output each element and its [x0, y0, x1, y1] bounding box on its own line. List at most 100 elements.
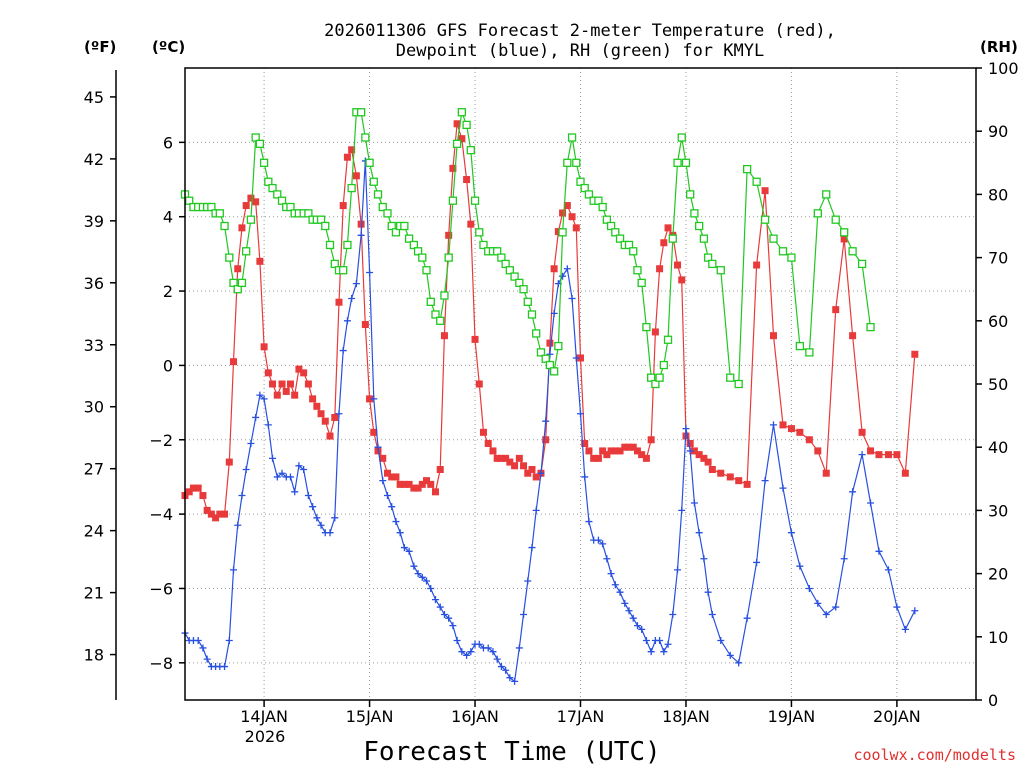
time-tick-label: 19JAN — [768, 707, 816, 726]
temperature-point — [326, 432, 334, 440]
temperature-point — [471, 335, 479, 343]
rh-point — [497, 253, 506, 262]
rh-point — [264, 177, 273, 186]
dewpoint-point — [260, 395, 268, 403]
temperature-point — [313, 402, 321, 410]
temperature-point — [559, 209, 567, 217]
dewpoint-point — [572, 354, 580, 362]
rh-tick-label: 70 — [988, 249, 1008, 268]
temperature-point — [651, 328, 659, 336]
temperature-point — [901, 469, 909, 477]
temperature-point — [858, 428, 866, 436]
rh-point — [663, 335, 673, 344]
temperature-point — [348, 146, 356, 154]
dewpoint-point — [463, 651, 471, 659]
dewpoint-point — [352, 280, 360, 288]
dewpoint-point — [735, 659, 743, 667]
temperature-point — [414, 484, 422, 492]
dewpoint-point — [726, 651, 734, 659]
temperature-point — [453, 120, 461, 128]
temperature-point — [423, 477, 431, 485]
rh-point — [866, 322, 875, 332]
dewpoint-point — [642, 637, 650, 645]
dewpoint-point — [388, 503, 396, 511]
rh-point — [527, 310, 537, 319]
fahrenheit-tick-label: 36 — [84, 274, 104, 293]
celsius-unit-label: (ºC) — [152, 38, 185, 56]
dewpoint-point — [695, 529, 703, 537]
dewpoint-point — [493, 655, 501, 663]
dewpoint-point — [273, 473, 281, 481]
rh-point — [726, 373, 735, 382]
rh-point — [795, 341, 805, 351]
rh-point — [655, 373, 664, 382]
dewpoint-point — [822, 610, 830, 618]
celsius-axis: 6 4 2 0 −2 −4 −6 −8 — [149, 133, 185, 673]
rh-point — [237, 278, 247, 288]
rh-point — [576, 177, 585, 186]
rh-point — [373, 190, 383, 199]
rh-point — [391, 228, 401, 237]
rh-tick-label: 10 — [988, 628, 1008, 647]
temperature-point — [563, 202, 571, 210]
dewpoint-point — [313, 514, 321, 522]
time-tick-label: 18JAN — [662, 707, 710, 726]
dewpoint-point — [708, 610, 716, 618]
rh-point — [637, 278, 646, 288]
temperature-point — [331, 413, 339, 421]
dewpoint-point — [225, 637, 233, 645]
dewpoint-point — [682, 425, 690, 433]
temperature-point — [674, 261, 682, 269]
temperature-point — [321, 417, 329, 425]
rh-point — [857, 259, 867, 269]
rh-point — [259, 158, 269, 167]
dewpoint-point — [700, 555, 708, 563]
time-tick-label: 17JAN — [557, 707, 605, 726]
temperature-point — [352, 172, 360, 180]
rh-point — [708, 259, 717, 269]
dewpoint-point — [221, 663, 229, 671]
rh-point — [558, 228, 567, 237]
temperature-point — [427, 480, 435, 488]
dewpoint-point — [300, 466, 308, 474]
temperature-point — [805, 436, 813, 444]
celsius-tick-label: −8 — [149, 654, 173, 673]
rh-point — [246, 215, 256, 224]
dewpoint-point — [664, 640, 672, 648]
dewpoint-point — [374, 443, 382, 451]
temperature-point — [638, 451, 646, 459]
dewpoint-point — [568, 294, 576, 302]
dewpoint-point — [436, 603, 444, 611]
rh-point — [343, 240, 352, 250]
temperature-point — [532, 473, 540, 481]
fahrenheit-tick-label: 18 — [84, 646, 104, 665]
temperature-point — [550, 265, 558, 273]
rh-point — [409, 240, 419, 250]
dewpoint-point — [515, 644, 523, 652]
rh-point — [501, 259, 510, 269]
dewpoint-point — [370, 395, 378, 403]
temperature-point — [383, 469, 391, 477]
dewpoint-point — [704, 588, 712, 596]
rh-point — [545, 360, 555, 370]
rh-point — [273, 190, 282, 199]
dewpoint-point — [550, 309, 558, 317]
temperature-point — [400, 480, 408, 488]
rh-point — [615, 234, 625, 243]
temperature-point — [449, 164, 457, 172]
rh-point — [742, 164, 752, 174]
dewpoint-point — [638, 625, 646, 633]
rh-point — [220, 221, 229, 231]
temperature-point — [282, 387, 290, 395]
dewpoint-point — [414, 570, 422, 578]
rh-tick-label: 60 — [988, 312, 1008, 331]
dewpoint-point — [585, 518, 593, 526]
series-rh — [180, 108, 875, 389]
rh-point — [554, 341, 563, 351]
temperature-point — [515, 454, 523, 462]
gridlines — [185, 68, 976, 700]
dewpoint-point — [603, 555, 611, 563]
dewpoint-point — [199, 644, 207, 652]
rh-point — [325, 240, 335, 250]
temperature-point — [542, 436, 550, 444]
